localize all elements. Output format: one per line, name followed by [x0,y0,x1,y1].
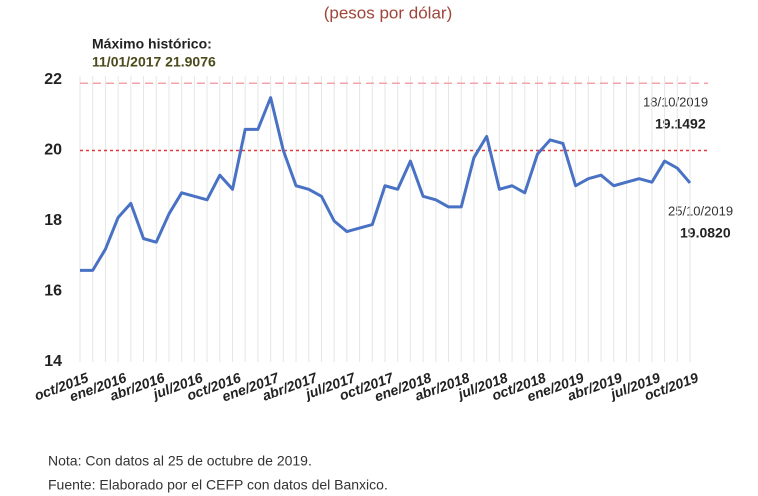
y-tick-label: 18 [44,212,62,229]
y-tick-label: 20 [44,142,62,159]
annotation: 19.0820 [680,225,731,241]
note: Nota: Con datos al 25 de octubre de 2019… [48,453,312,469]
y-tick-label: 14 [44,353,62,370]
line [80,96,692,272]
annotation: 19.1492 [655,116,706,132]
y-tick-label: 22 [44,71,62,88]
annotation: Máximo histórico: [92,36,212,52]
annotation: 11/01/2017 21.9076 [92,54,216,70]
annotation: 25/10/2019 [668,203,733,218]
y-tick-label: 16 [44,283,62,300]
note: Fuente: Elaborado por el CEFP con datos … [48,477,388,493]
annotation: 18/10/2019 [643,94,708,109]
subtitle: (pesos por dólar) [324,3,453,22]
